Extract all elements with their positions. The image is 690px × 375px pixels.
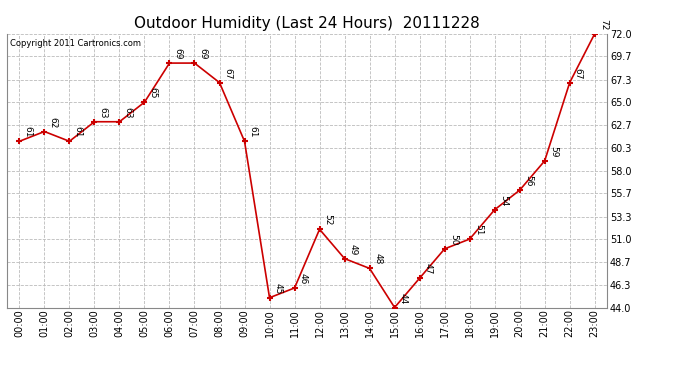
Text: 67: 67 — [574, 68, 583, 79]
Text: 59: 59 — [549, 146, 558, 157]
Text: 61: 61 — [248, 126, 257, 138]
Text: 45: 45 — [274, 283, 283, 294]
Text: 48: 48 — [374, 254, 383, 265]
Text: 52: 52 — [324, 214, 333, 226]
Text: 65: 65 — [148, 87, 157, 99]
Text: 49: 49 — [348, 244, 357, 255]
Text: 56: 56 — [524, 175, 533, 187]
Text: 50: 50 — [448, 234, 457, 245]
Text: 69: 69 — [199, 48, 208, 60]
Text: 67: 67 — [224, 68, 233, 79]
Text: 46: 46 — [299, 273, 308, 284]
Text: 51: 51 — [474, 224, 483, 236]
Title: Outdoor Humidity (Last 24 Hours)  20111228: Outdoor Humidity (Last 24 Hours) 2011122… — [134, 16, 480, 31]
Text: 72: 72 — [599, 19, 608, 30]
Text: 54: 54 — [499, 195, 508, 206]
Text: 63: 63 — [99, 106, 108, 118]
Text: 62: 62 — [48, 117, 57, 128]
Text: 44: 44 — [399, 293, 408, 304]
Text: 47: 47 — [424, 263, 433, 274]
Text: Copyright 2011 Cartronics.com: Copyright 2011 Cartronics.com — [10, 39, 141, 48]
Text: 69: 69 — [174, 48, 183, 60]
Text: 61: 61 — [74, 126, 83, 138]
Text: 63: 63 — [124, 106, 132, 118]
Text: 61: 61 — [23, 126, 32, 138]
